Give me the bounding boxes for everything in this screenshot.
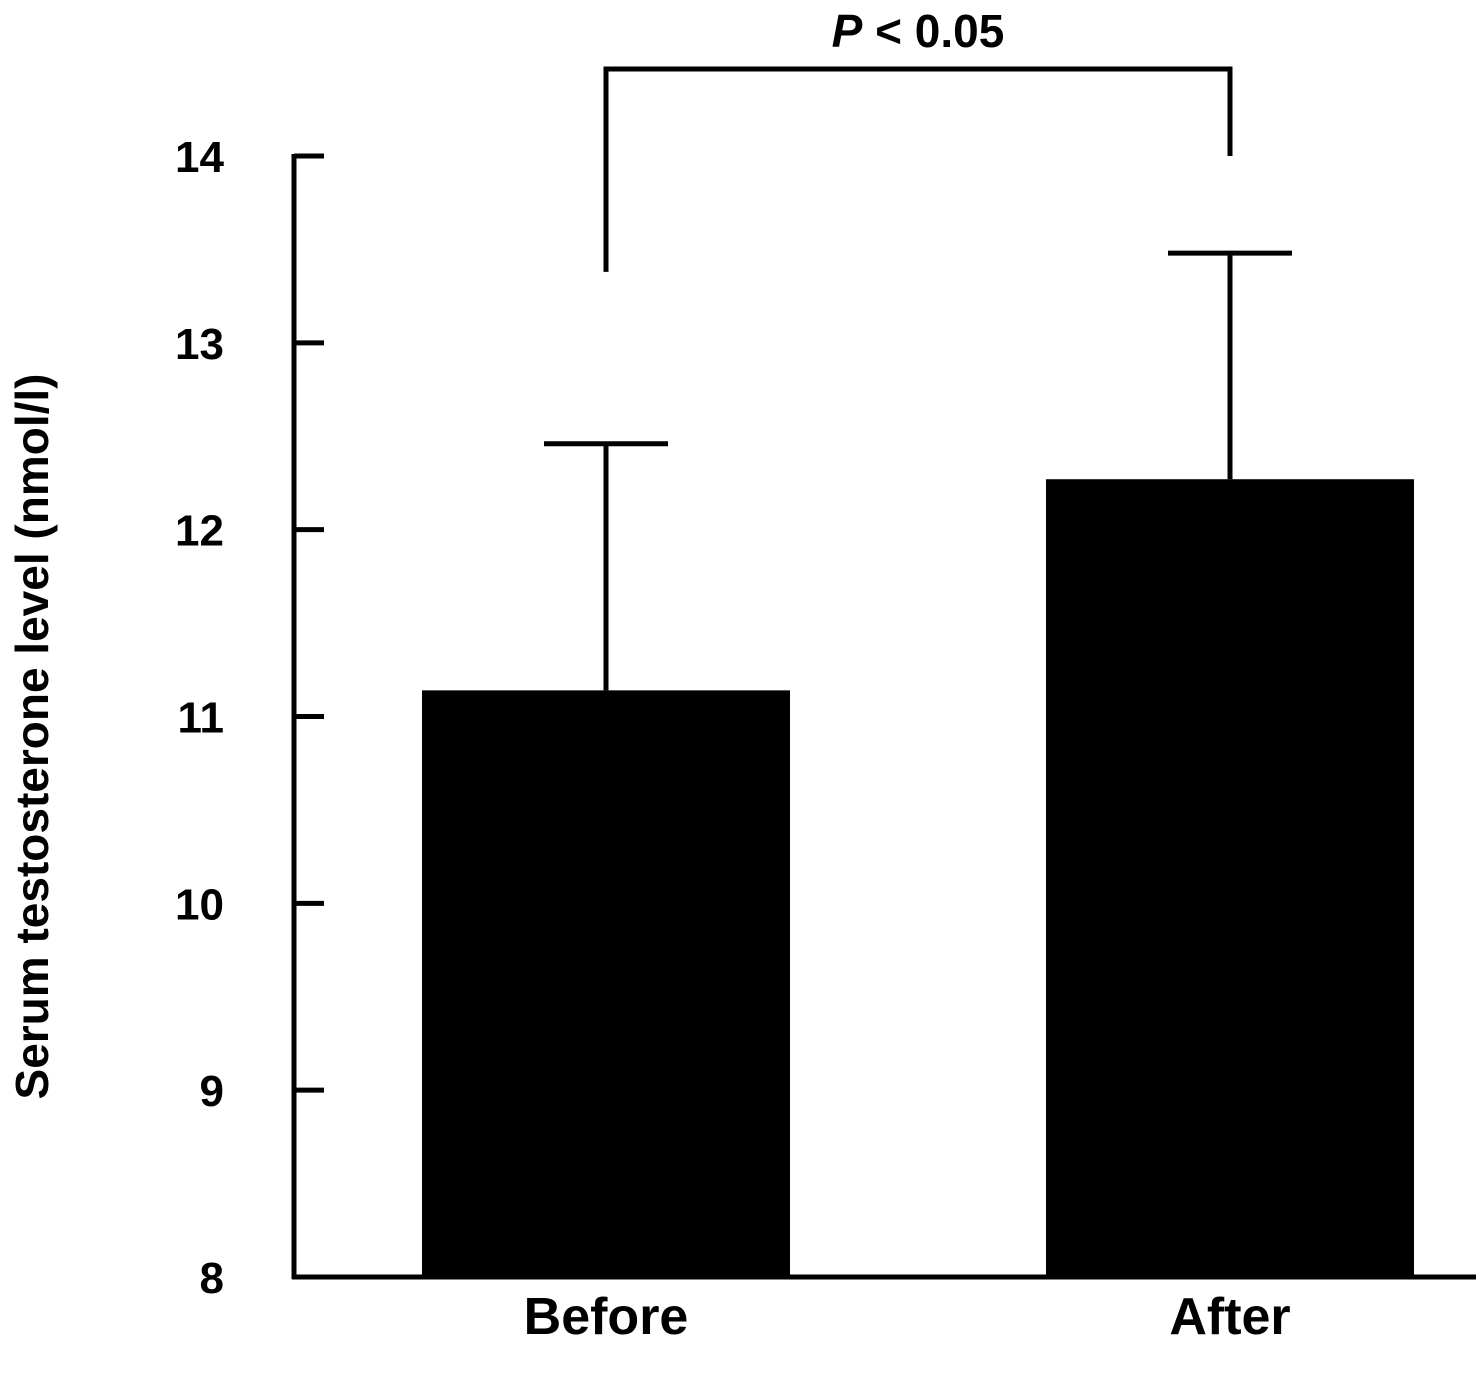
y-tick-label: 8: [200, 1254, 224, 1303]
p-symbol: P: [832, 5, 863, 57]
y-tick-label: 10: [175, 880, 224, 929]
bar-before: [422, 690, 790, 1277]
significance-bracket: [603, 66, 1233, 272]
error-bars-layer: [544, 250, 1292, 691]
p-threshold: < 0.05: [862, 5, 1004, 57]
bars-layer: [422, 479, 1414, 1277]
y-tick-label: 13: [175, 320, 224, 369]
bar-after: [1046, 479, 1414, 1277]
x-category-label: After: [1169, 1288, 1290, 1346]
y-tick-label: 11: [177, 694, 224, 743]
y-tick-label: 14: [175, 133, 224, 182]
x-category-labels: Before After: [524, 1288, 1291, 1346]
y-ticks-layer: 8 9 10 11 12 13 14: [175, 133, 324, 1303]
significance-bracket-group: P < 0.05: [603, 5, 1233, 272]
y-axis-title: Serum testosterone level (nmol/l): [6, 374, 58, 1100]
y-tick-label: 9: [200, 1067, 224, 1116]
y-tick-label: 12: [175, 507, 224, 556]
significance-label: P < 0.05: [832, 5, 1005, 57]
x-category-label: Before: [524, 1288, 689, 1346]
